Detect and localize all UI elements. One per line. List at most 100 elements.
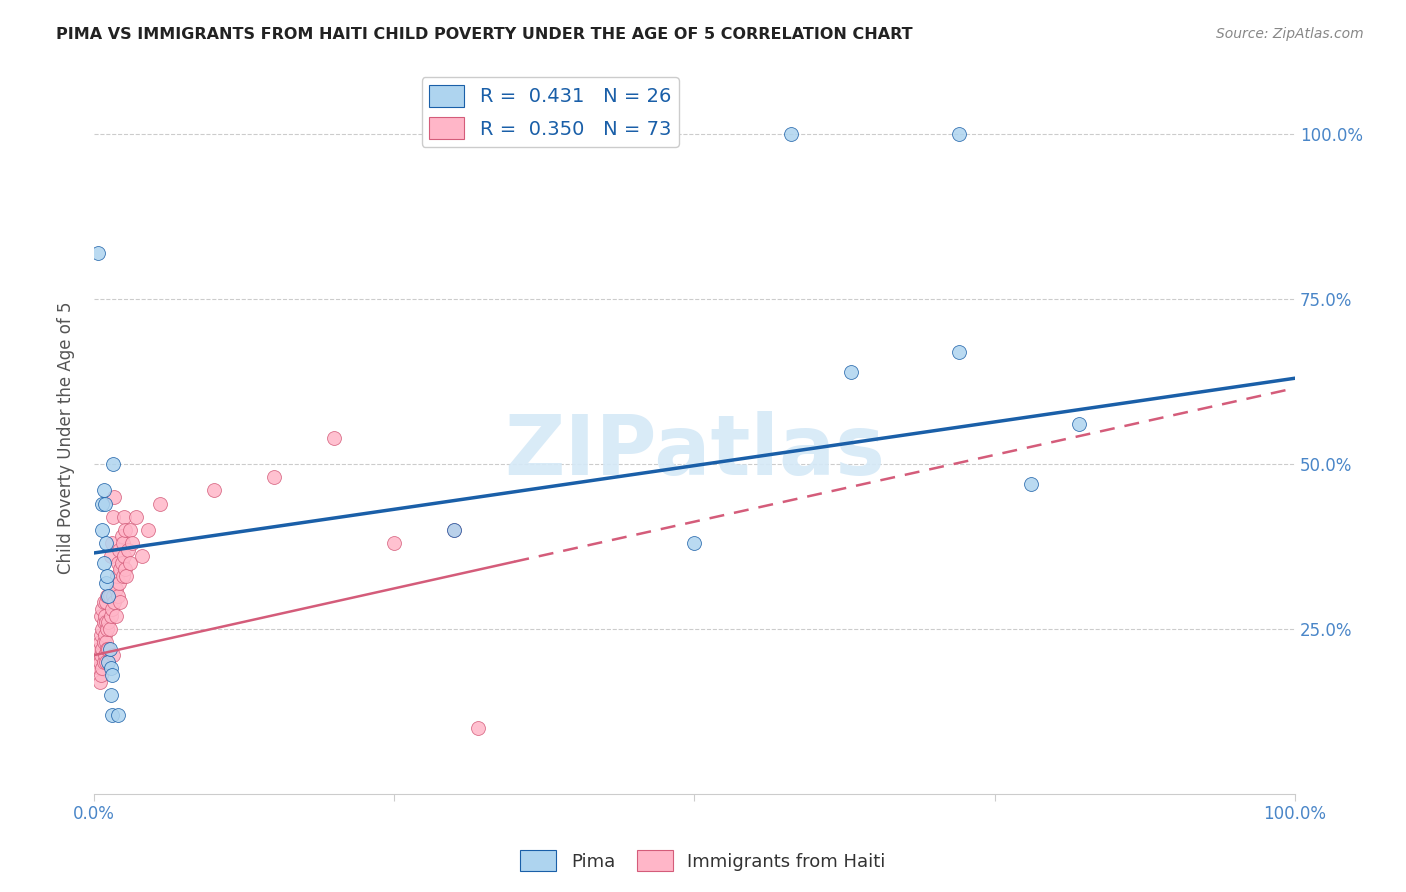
Y-axis label: Child Poverty Under the Age of 5: Child Poverty Under the Age of 5 [58,301,75,574]
Point [94,655,117,669]
Point [89,655,111,669]
Point [98,589,121,603]
Legend: R =  0.431   N = 26, R =  0.350   N = 73: R = 0.431 N = 26, R = 0.350 N = 73 [422,77,679,147]
Point [112,509,135,524]
Point [101,707,124,722]
Text: ZIPatlas: ZIPatlas [503,411,884,492]
Point [136,523,159,537]
Point [104,582,127,597]
Point [110,562,132,576]
Point [101,536,124,550]
Point [98,641,121,656]
Point [96,589,118,603]
Text: Source: ZipAtlas.com: Source: ZipAtlas.com [1216,27,1364,41]
Point [131,549,153,564]
Point [779,127,801,141]
Point [104,608,127,623]
Point [91,523,114,537]
Point [94,635,117,649]
Legend: Pima, Immigrants from Haiti: Pima, Immigrants from Haiti [513,843,893,879]
Point [117,542,139,557]
Point [86,655,108,669]
Point [93,496,115,510]
Point [382,536,405,550]
Point [87,661,110,675]
Point [98,622,121,636]
Point [93,628,115,642]
Point [101,509,124,524]
Point [101,457,124,471]
Point [114,562,136,576]
Point [114,523,136,537]
Point [110,529,132,543]
Point [202,483,225,498]
Point [111,569,134,583]
Point [86,246,108,260]
Point [93,483,115,498]
Point [101,668,124,682]
Point [93,635,115,649]
Point [110,556,132,570]
Point [97,615,120,630]
Text: PIMA VS IMMIGRANTS FROM HAITI CHILD POVERTY UNDER THE AGE OF 5 CORRELATION CHART: PIMA VS IMMIGRANTS FROM HAITI CHILD POVE… [56,27,912,42]
Point [93,655,115,669]
Point [100,608,122,623]
Point [108,542,131,557]
Point [97,589,120,603]
Point [467,721,489,735]
Point [108,575,131,590]
Point [1067,417,1090,432]
Point [103,490,125,504]
Point [97,655,120,669]
Point [105,569,128,583]
Point [100,688,122,702]
Point [107,556,129,570]
Point [101,589,124,603]
Point [93,615,115,630]
Point [323,431,346,445]
Point [91,602,114,616]
Point [93,648,115,663]
Point [443,523,465,537]
Point [121,536,143,550]
Point [87,641,110,656]
Point [94,615,117,630]
Point [1019,476,1042,491]
Point [90,608,112,623]
Point [110,595,132,609]
Point [101,602,124,616]
Point [115,569,138,583]
Point [94,595,117,609]
Point [263,470,285,484]
Point [839,365,862,379]
Point [101,648,124,663]
Point [107,589,129,603]
Point [94,575,117,590]
Point [111,536,134,550]
Point [93,556,115,570]
Point [112,549,135,564]
Point [89,635,111,649]
Point [107,707,129,722]
Point [91,641,114,656]
Point [94,536,117,550]
Point [100,661,122,675]
Point [90,648,112,663]
Point [118,556,141,570]
Point [100,549,122,564]
Point [97,641,120,656]
Point [89,674,111,689]
Point [91,496,114,510]
Point [96,569,118,583]
Point [948,127,970,141]
Point [96,641,118,656]
Point [443,523,465,537]
Point [93,595,115,609]
Point [103,595,125,609]
Point [118,523,141,537]
Point [93,608,115,623]
Point [90,668,112,682]
Point [948,344,970,359]
Point [91,622,114,636]
Point [90,628,112,642]
